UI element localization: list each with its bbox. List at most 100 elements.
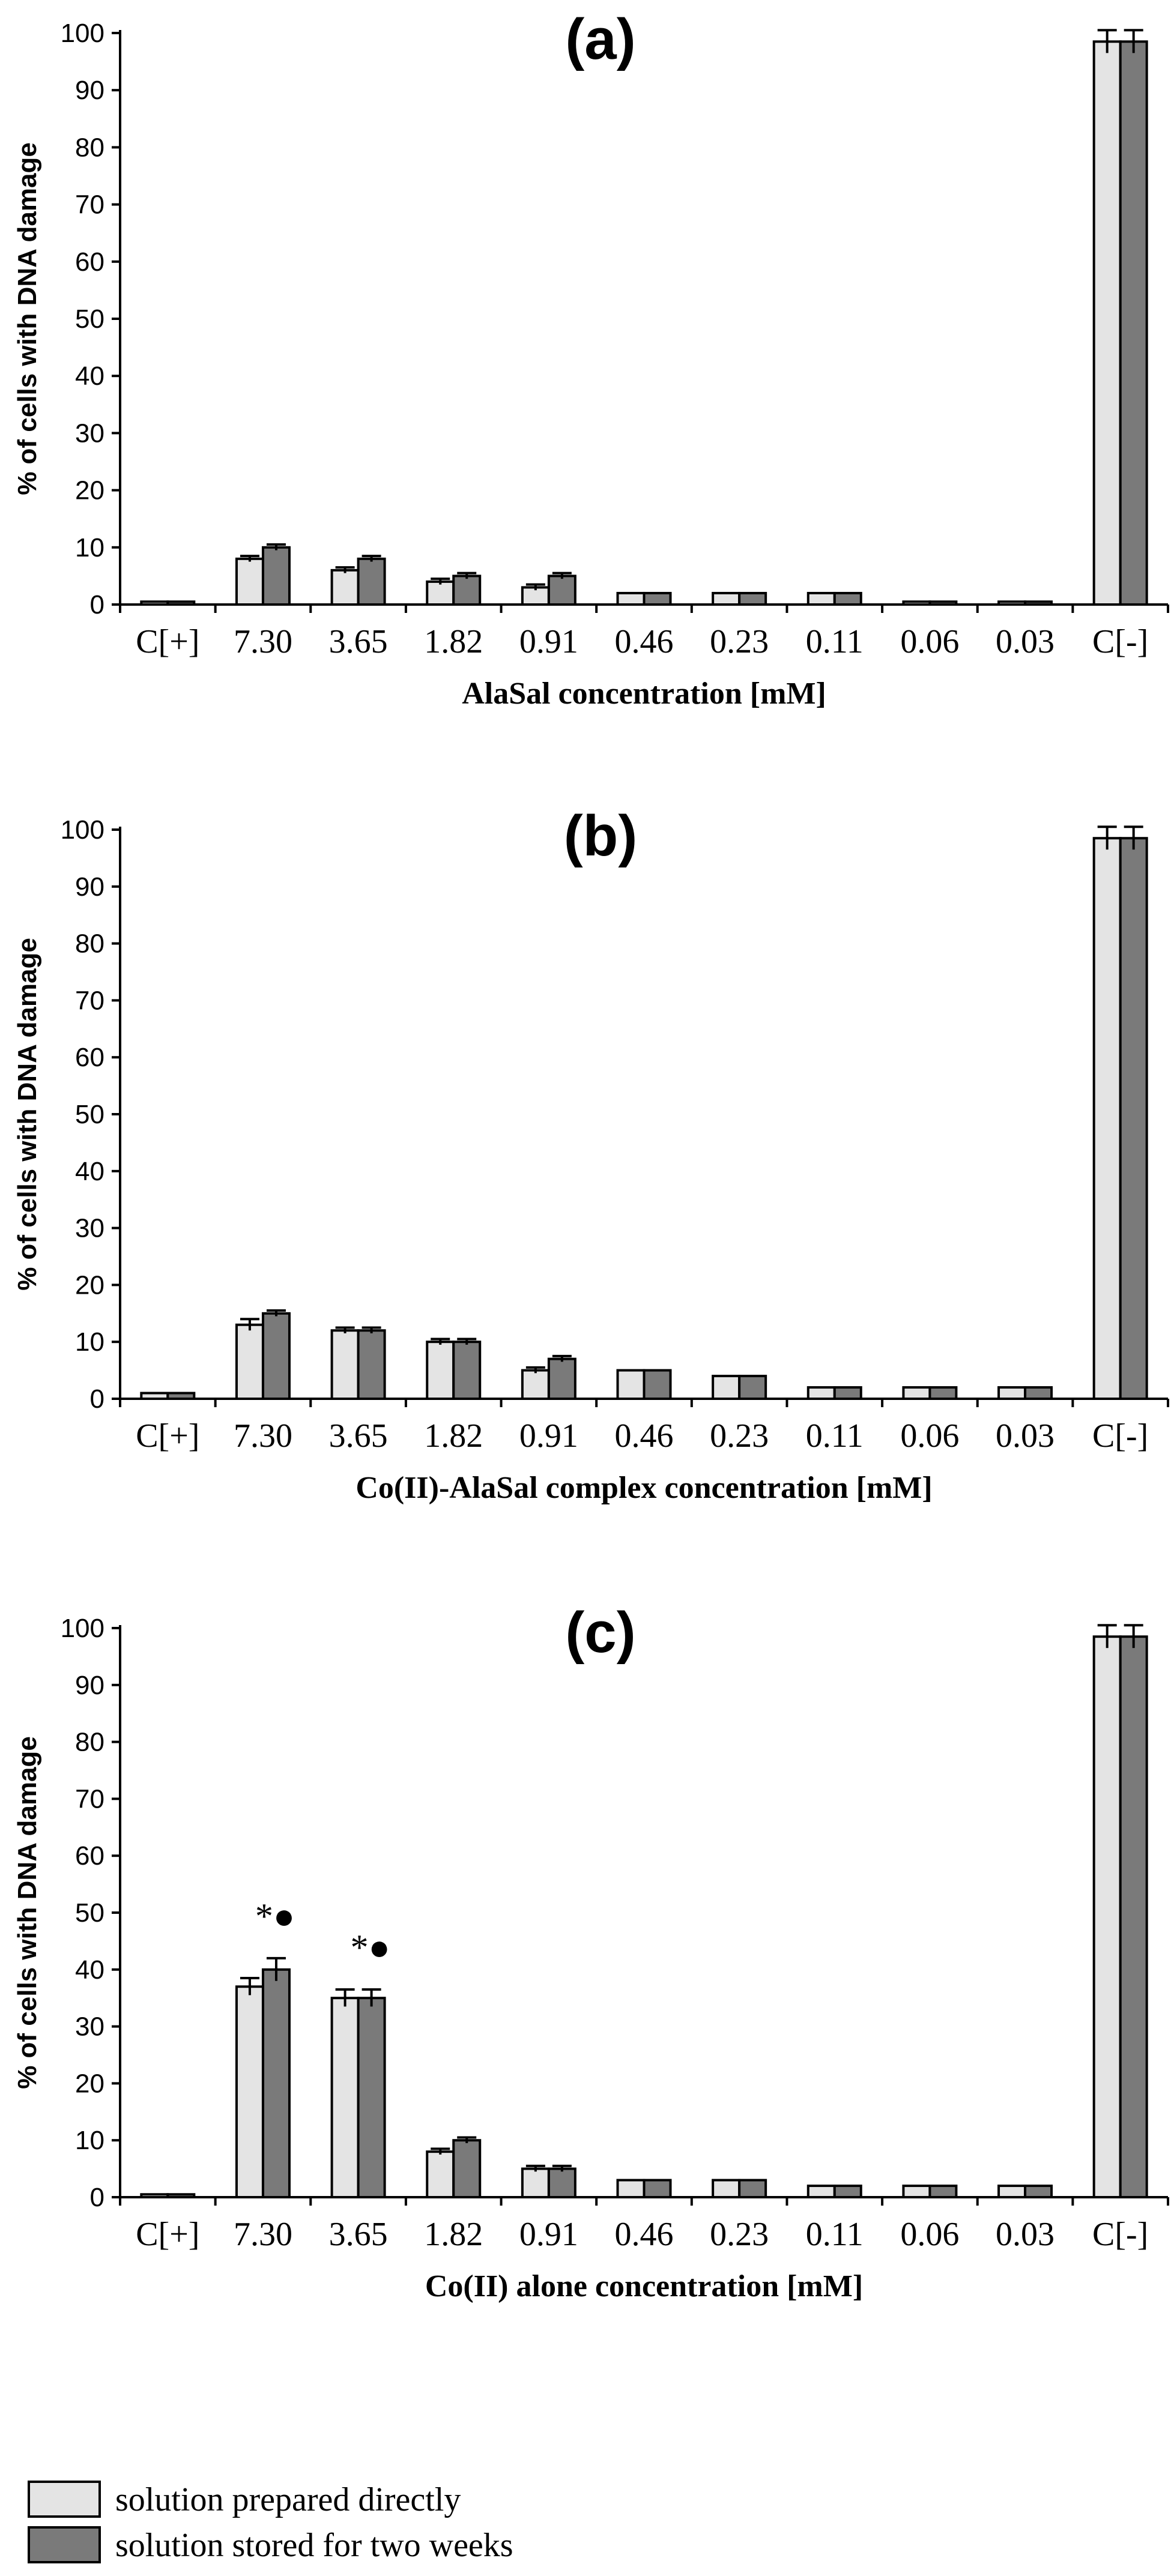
bar-prepared-directly xyxy=(235,557,264,606)
y-tick-label: 60 xyxy=(75,1043,104,1072)
y-tick-label: 10 xyxy=(75,1327,104,1357)
bar-stored-two-weeks xyxy=(1119,1635,1148,2198)
bar-prepared-directly xyxy=(902,2185,931,2199)
y-tick-label: 20 xyxy=(75,476,104,505)
y-tick-label: 80 xyxy=(75,929,104,959)
chart-panel-b: (b) % of cells with DNA damage 0 10 20 30 40 50… xyxy=(13,804,1169,1505)
bar-prepared-directly xyxy=(1092,837,1122,1400)
x-tick-label: C[+] xyxy=(136,623,199,660)
bar-prepared-directly xyxy=(1092,1635,1122,2198)
bar-stored-two-weeks xyxy=(643,1369,672,1401)
y-tick-label: 40 xyxy=(75,361,104,391)
legend-swatch-stored-two-weeks xyxy=(28,2526,101,2563)
bar-stored-two-weeks xyxy=(452,1341,482,1400)
bar-stored-two-weeks xyxy=(261,1312,291,1401)
bar-prepared-directly xyxy=(330,569,360,606)
y-tick-label: 0 xyxy=(90,590,104,620)
bar-stored-two-weeks xyxy=(833,2185,862,2199)
y-tick-label: 50 xyxy=(75,1898,104,1928)
x-tick-label: 0.11 xyxy=(806,2216,864,2253)
bar-stored-two-weeks xyxy=(547,1357,576,1400)
bar-prepared-directly xyxy=(902,600,931,606)
y-tick-label: 90 xyxy=(75,76,104,105)
bar-stored-two-weeks xyxy=(166,2193,196,2199)
legend-label-prepared-directly: solution prepared directly xyxy=(115,2481,461,2518)
bar-prepared-directly xyxy=(426,2150,455,2198)
bar-prepared-directly xyxy=(997,600,1027,606)
x-tick-label: 1.82 xyxy=(424,1417,483,1455)
bar-prepared-directly xyxy=(426,1341,455,1400)
bar-prepared-directly xyxy=(140,2193,169,2199)
bar-prepared-directly xyxy=(140,600,169,606)
bar-stored-two-weeks xyxy=(166,1392,196,1401)
x-tick-label: 0.23 xyxy=(710,1417,769,1455)
y-tick-label: 10 xyxy=(75,2126,104,2155)
y-tick-label: 60 xyxy=(75,1841,104,1871)
y-tick-label: 0 xyxy=(90,2183,104,2212)
x-tick-label: 3.65 xyxy=(329,1417,388,1455)
x-axis-label: Co(II)-AlaSal complex concentration [mM] xyxy=(356,1471,932,1505)
significance-marker: *● xyxy=(255,1896,295,1936)
y-tick-label: 80 xyxy=(75,133,104,162)
panel-title-a: (a) xyxy=(565,7,635,71)
legend-label-stored-two-weeks: solution stored for two weeks xyxy=(115,2527,513,2564)
bar-stored-two-weeks xyxy=(928,1386,958,1401)
y-tick-label: 50 xyxy=(75,1100,104,1129)
x-tick-label: 0.23 xyxy=(710,2216,769,2253)
bar-stored-two-weeks xyxy=(738,2179,767,2199)
bar-stored-two-weeks xyxy=(452,2139,482,2198)
x-tick-label: 0.11 xyxy=(806,1417,864,1455)
bar-prepared-directly xyxy=(426,580,455,606)
x-tick-label: 0.46 xyxy=(615,623,674,660)
bar-stored-two-weeks xyxy=(643,2179,672,2199)
bar-prepared-directly xyxy=(712,1375,741,1401)
x-tick-label: 3.65 xyxy=(329,2216,388,2253)
y-tick-label: 80 xyxy=(75,1728,104,1757)
x-axis-label: Co(II) alone concentration [mM] xyxy=(425,2269,863,2303)
y-tick-label: 70 xyxy=(75,986,104,1015)
x-tick-label: C[-] xyxy=(1092,2216,1148,2253)
bar-prepared-directly xyxy=(616,591,646,606)
y-tick-label: 30 xyxy=(75,1214,104,1243)
bar-stored-two-weeks xyxy=(452,575,482,606)
bar-prepared-directly xyxy=(330,1329,360,1400)
y-tick-label: 60 xyxy=(75,247,104,277)
bar-stored-two-weeks xyxy=(1024,1386,1053,1401)
bar-prepared-directly xyxy=(997,1386,1027,1401)
y-tick-label: 30 xyxy=(75,418,104,448)
bar-prepared-directly xyxy=(616,1369,646,1401)
x-tick-label: 0.46 xyxy=(615,2216,674,2253)
bar-stored-two-weeks xyxy=(833,1386,862,1401)
bar-stored-two-weeks xyxy=(166,600,196,606)
x-tick-label: 0.06 xyxy=(900,2216,959,2253)
bar-stored-two-weeks xyxy=(547,2167,576,2199)
x-tick-label: 7.30 xyxy=(234,1417,292,1455)
y-tick-label: 90 xyxy=(75,872,104,902)
y-tick-label: 40 xyxy=(75,1955,104,1985)
bar-stored-two-weeks xyxy=(1119,837,1148,1400)
x-tick-label: 0.03 xyxy=(996,623,1055,660)
bar-stored-two-weeks xyxy=(1024,600,1053,606)
bar-prepared-directly xyxy=(616,2179,646,2199)
bar-stored-two-weeks xyxy=(928,2185,958,2199)
bar-stored-two-weeks xyxy=(738,591,767,606)
x-tick-label: 0.06 xyxy=(900,1417,959,1455)
bar-prepared-directly xyxy=(902,1386,931,1401)
bar-stored-two-weeks xyxy=(1024,2185,1053,2199)
chart-panel-a: (a) % of cells with DNA damage 0 10 20 30 40 50… xyxy=(13,7,1169,711)
x-tick-label: 0.91 xyxy=(519,2216,578,2253)
bar-stored-two-weeks xyxy=(357,1329,386,1400)
y-axis-label: % of cells with DNA damage xyxy=(13,142,42,495)
chart-panel-c: (c) % of cells with DNA damage 0 10 20 30 40 50… xyxy=(13,1600,1169,2303)
y-tick-label: 20 xyxy=(75,1270,104,1300)
y-tick-label: 70 xyxy=(75,1784,104,1814)
legend: solution prepared directly solution stor… xyxy=(28,2481,513,2564)
bar-prepared-directly xyxy=(806,1386,836,1401)
bar-stored-two-weeks xyxy=(643,591,672,606)
y-axis-label: % of cells with DNA damage xyxy=(13,938,42,1291)
x-tick-label: C[-] xyxy=(1092,1417,1148,1455)
bar-stored-two-weeks xyxy=(547,575,576,606)
y-tick-label: 10 xyxy=(75,533,104,563)
bar-prepared-directly xyxy=(712,2179,741,2199)
x-tick-label: 7.30 xyxy=(234,623,292,660)
